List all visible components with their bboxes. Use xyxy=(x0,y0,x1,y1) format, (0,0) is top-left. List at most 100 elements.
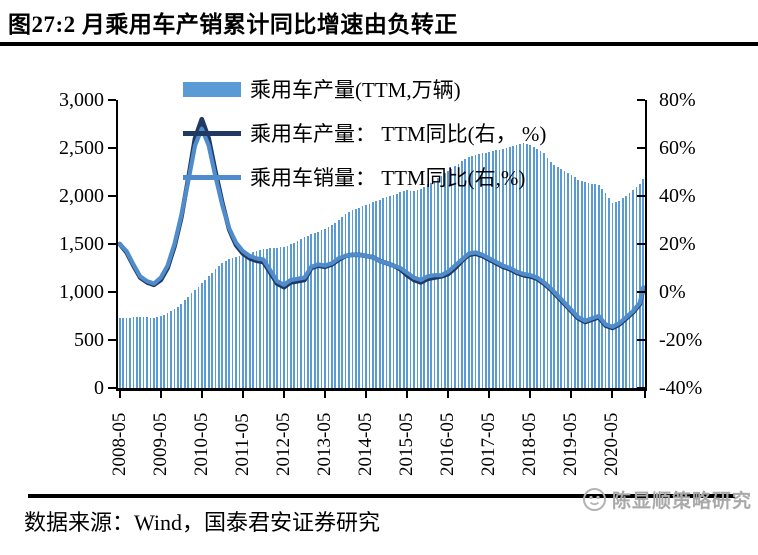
bar xyxy=(324,228,326,388)
bar xyxy=(615,201,617,388)
bar xyxy=(546,157,549,388)
left-axis-label: 3,000 xyxy=(59,89,104,111)
bar xyxy=(252,252,254,388)
right-axis-label: 0% xyxy=(659,281,686,303)
bar xyxy=(327,226,330,388)
left-axis-label: 2,500 xyxy=(59,137,104,159)
bar xyxy=(245,254,248,388)
x-axis-label: 2011-05 xyxy=(231,413,253,476)
left-axis-tick xyxy=(108,339,116,341)
left-axis-tick xyxy=(108,387,116,389)
x-axis-label: 2017-05 xyxy=(478,412,500,476)
left-axis-tick xyxy=(108,147,116,149)
bar xyxy=(187,296,189,388)
bar xyxy=(354,208,357,388)
bar xyxy=(618,200,621,388)
watermark-text: 陈显顺策略研究 xyxy=(612,491,753,512)
bar xyxy=(166,313,169,388)
bar xyxy=(135,317,138,388)
bar xyxy=(556,167,559,388)
x-axis-label: 2018-05 xyxy=(519,412,541,476)
bar xyxy=(457,163,460,388)
bar xyxy=(426,184,429,388)
x-axis-tick xyxy=(241,391,244,398)
x-axis-tick xyxy=(282,391,285,398)
bar xyxy=(522,143,525,388)
left-axis-label: 0 xyxy=(94,377,104,399)
left-axis-tick xyxy=(108,195,116,197)
x-axis-label: 2016-05 xyxy=(437,412,459,476)
bar xyxy=(625,196,627,388)
bar xyxy=(601,189,604,388)
bar xyxy=(526,144,528,388)
bar xyxy=(498,149,501,388)
bar xyxy=(159,316,162,388)
bar xyxy=(635,187,638,388)
bar xyxy=(272,248,275,388)
legend-item: 乘用车产量： TTM同比(右， %) xyxy=(183,118,546,148)
x-axis-label: 2019-05 xyxy=(560,412,582,476)
x-axis-tick xyxy=(644,391,646,398)
right-axis-label: -40% xyxy=(659,377,703,399)
bar xyxy=(156,317,159,388)
left-axis-tick xyxy=(108,291,116,293)
bar xyxy=(200,283,203,388)
bar xyxy=(399,192,402,388)
left-axis-label: 1,000 xyxy=(59,281,104,303)
right-axis-label: 40% xyxy=(659,185,696,207)
bar xyxy=(433,180,436,388)
bar xyxy=(118,317,121,388)
bar xyxy=(265,248,268,388)
bar xyxy=(139,317,142,388)
bar xyxy=(372,202,374,388)
bar xyxy=(385,196,388,388)
bar xyxy=(289,244,292,388)
bar xyxy=(628,193,631,388)
bar xyxy=(344,214,347,388)
bar xyxy=(204,279,207,388)
x-axis-tick xyxy=(447,391,450,398)
bar xyxy=(180,304,183,388)
legend: 乘用车产量(TTM,万辆) 乘用车产量： TTM同比(右， %) 乘用车销量： … xyxy=(183,74,546,206)
bar xyxy=(591,183,593,388)
left-axis-line xyxy=(116,100,118,389)
bar xyxy=(183,300,186,388)
bar xyxy=(580,180,583,388)
bar xyxy=(512,146,515,388)
bar xyxy=(491,151,494,388)
bar xyxy=(539,150,542,388)
x-axis-label: 2014-05 xyxy=(355,412,377,476)
x-axis-tick xyxy=(529,391,532,398)
x-axis-tick xyxy=(159,391,162,398)
bar xyxy=(153,317,155,388)
right-axis-tick xyxy=(637,243,645,245)
bar xyxy=(231,257,234,388)
left-axis-label: 1,500 xyxy=(59,233,104,255)
bar xyxy=(467,156,470,388)
bar xyxy=(563,171,566,388)
bar xyxy=(515,145,518,388)
bar xyxy=(190,293,193,388)
bar xyxy=(447,171,450,388)
bar xyxy=(396,193,398,388)
bar xyxy=(170,311,172,388)
x-axis-label: 2012-05 xyxy=(272,412,294,476)
legend-label: 乘用车产量： TTM同比(右， %) xyxy=(250,122,547,146)
bar xyxy=(560,169,562,388)
bar xyxy=(365,205,367,388)
right-axis-tick xyxy=(637,147,645,149)
x-axis-label: 2013-05 xyxy=(314,412,336,476)
watermark-logo-icon xyxy=(583,488,606,511)
x-axis-tick xyxy=(200,391,203,398)
bar xyxy=(214,269,217,388)
production-line-swatch xyxy=(183,130,241,136)
bar xyxy=(238,256,241,388)
bar xyxy=(142,317,145,388)
bar xyxy=(293,242,296,388)
x-axis-tick xyxy=(611,391,614,398)
x-axis-tick xyxy=(118,391,121,398)
bar xyxy=(608,197,610,388)
bar xyxy=(409,190,412,388)
bar xyxy=(621,198,624,388)
bar xyxy=(416,190,419,388)
